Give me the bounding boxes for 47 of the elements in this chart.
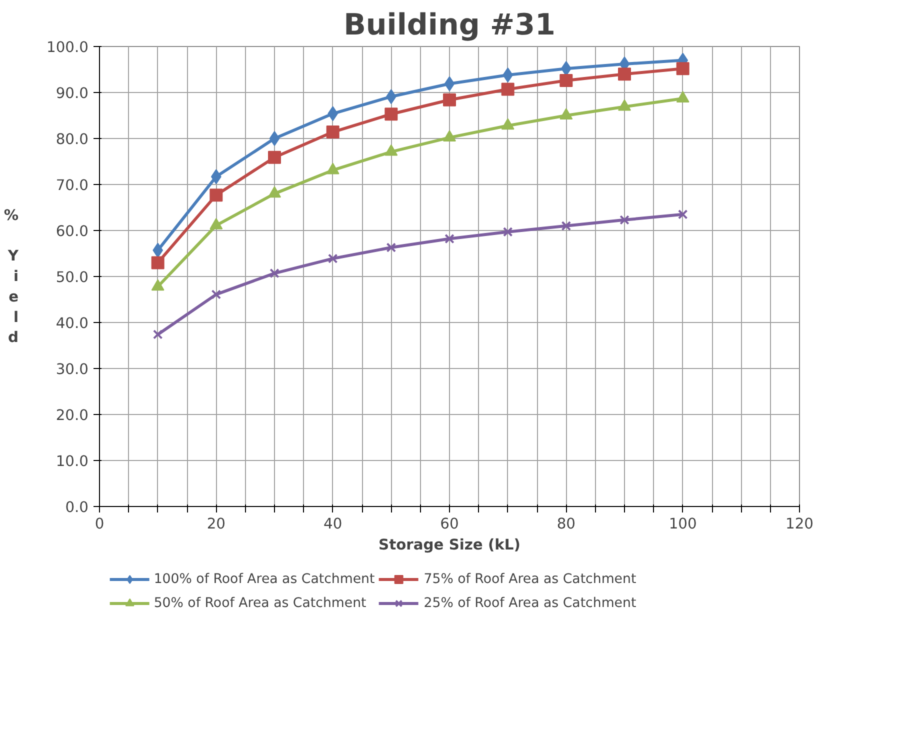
point (502, 226, 513, 237)
point (151, 256, 164, 270)
point (560, 74, 573, 88)
point (444, 76, 455, 92)
point (676, 62, 690, 76)
point (678, 210, 688, 220)
point (618, 68, 631, 81)
point (561, 221, 572, 231)
x-tick-label: 60 (440, 516, 459, 532)
point (328, 254, 338, 264)
point (326, 126, 340, 139)
x-tick-label: 80 (556, 516, 576, 532)
x-tick-label: 100 (668, 516, 697, 532)
point (152, 330, 163, 340)
legend-label: 50% of Roof Area as Catchment (154, 596, 366, 610)
x-tick-label: 40 (324, 516, 342, 532)
point (444, 234, 454, 244)
point (210, 188, 223, 202)
legend-label: 25% of Roof Area as Catchment (424, 596, 636, 610)
legend-label: 75% of Roof Area as Catchment (424, 572, 636, 586)
y-tick-label: 70.0 (56, 177, 89, 194)
y-tick-label: 50.0 (56, 269, 89, 286)
point (211, 290, 222, 300)
point (270, 268, 280, 278)
point (443, 93, 456, 106)
point (268, 150, 281, 164)
x-tick-label: 20 (206, 516, 226, 532)
y-tick-label: 90.0 (56, 85, 89, 102)
x-axis-title: Storage Size (kL) (378, 536, 520, 554)
point (269, 131, 280, 146)
point (384, 108, 398, 121)
point (620, 215, 630, 225)
y-tick-label: 20.0 (56, 407, 89, 424)
text: % Yield (4, 206, 19, 346)
x-tick-label: 120 (786, 516, 814, 532)
point (386, 242, 396, 252)
y-tick-label: 60.0 (56, 223, 89, 240)
y-tick-label: 40.0 (56, 315, 89, 332)
y-tick-label: 0.0 (65, 499, 89, 516)
y-tick-label: 10.0 (56, 453, 89, 470)
legend-label: 100% of Roof Area as Catchment (154, 572, 375, 586)
y-tick-label: 100.0 (46, 39, 89, 56)
x-tick-label: 0 (94, 516, 104, 532)
chart-title: Building #31 (344, 8, 556, 42)
y-tick-label: 80.0 (56, 131, 89, 148)
point (501, 82, 514, 96)
y-tick-label: 30.0 (56, 361, 89, 378)
